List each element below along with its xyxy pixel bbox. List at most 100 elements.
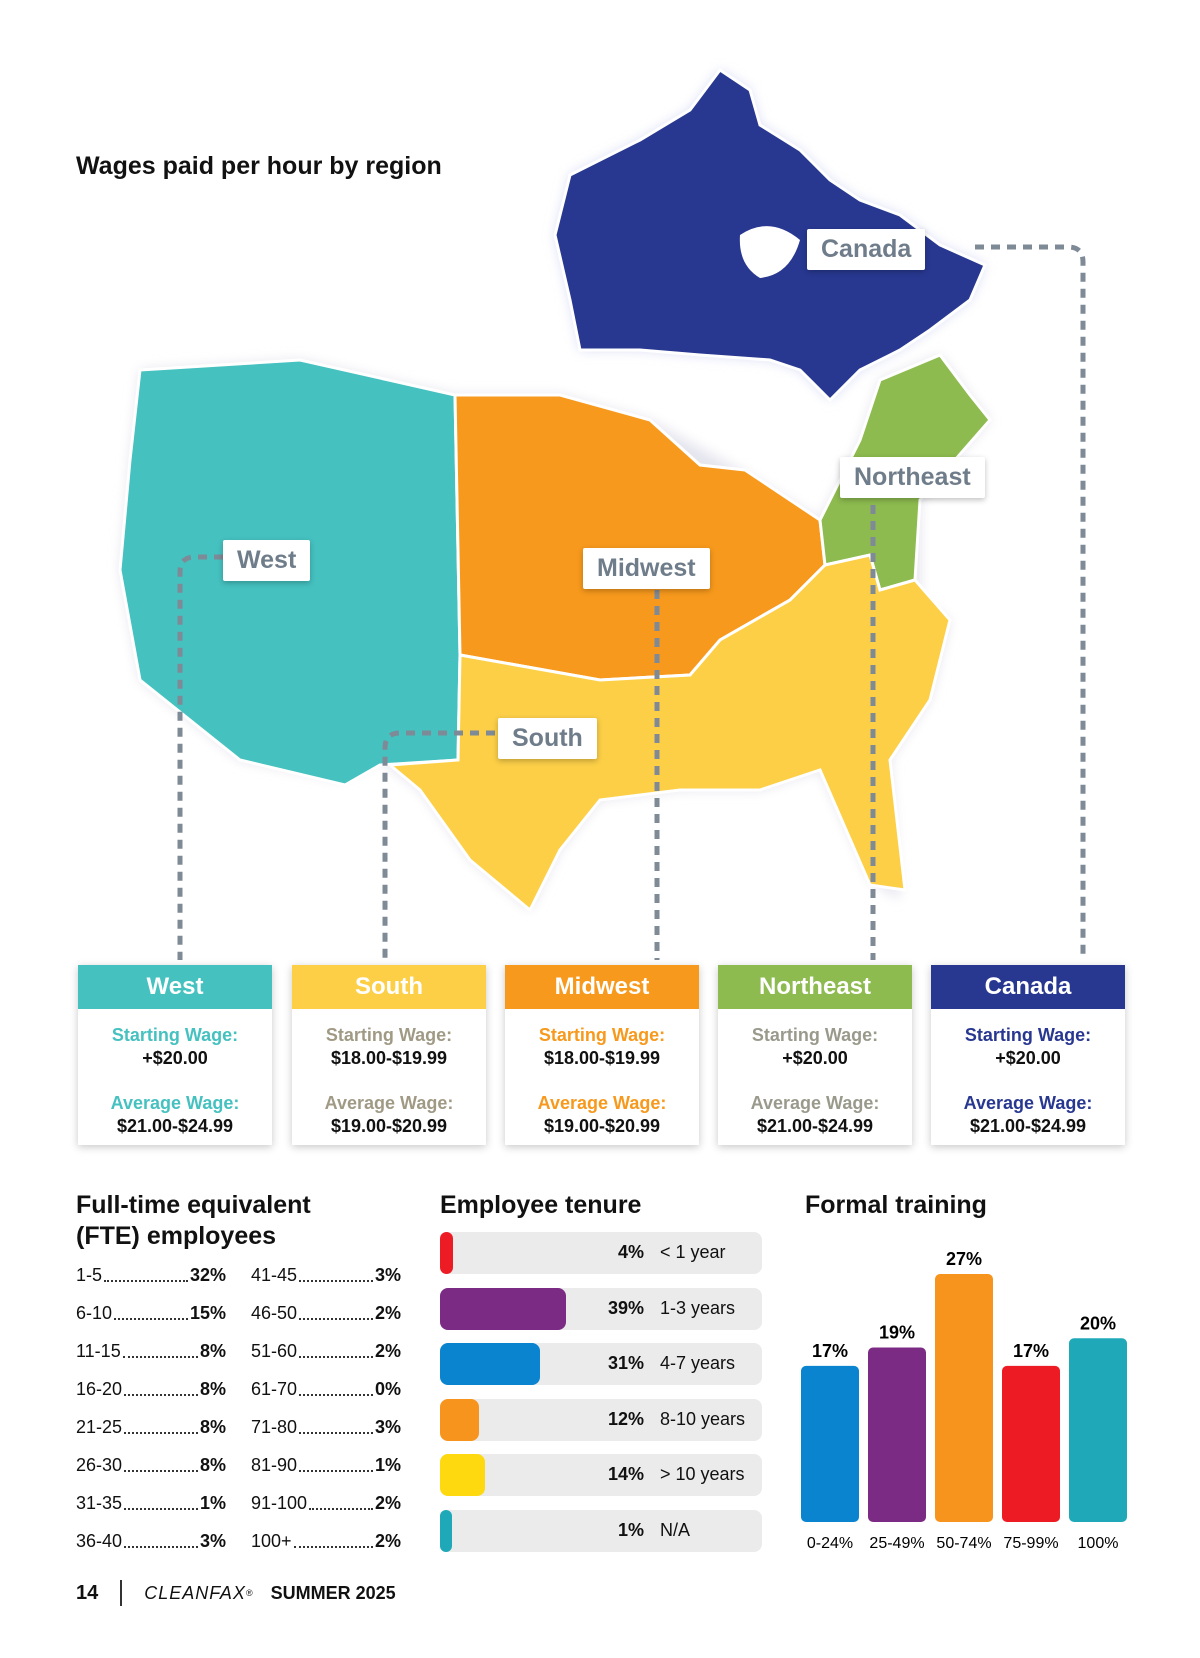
tenure-bar xyxy=(440,1287,566,1330)
fte-row: 71-80 3% xyxy=(251,1417,401,1438)
tenure-bar-track: 4% < 1 year xyxy=(440,1232,762,1274)
tenure-value-label: 4% xyxy=(617,1242,644,1262)
region-card-west: West Starting Wage: +$20.00 Average Wage: $2… xyxy=(78,965,272,1145)
trademark: ® xyxy=(245,1588,253,1598)
fte-row: 51-60 2% xyxy=(251,1341,401,1362)
map-label-west: West xyxy=(223,540,311,581)
fte-row: 16-20 8% xyxy=(76,1379,226,1400)
fte-percent: 8% xyxy=(199,1379,226,1399)
map-label-canada: Canada xyxy=(807,229,926,270)
fte-range: 1-5 xyxy=(76,1265,103,1285)
tenure-category-label: 1-3 years xyxy=(660,1297,736,1318)
tenure-value-label: 39% xyxy=(607,1297,644,1318)
fte-leader-dots xyxy=(293,1546,373,1548)
fte-percent: 2% xyxy=(374,1493,401,1513)
fte-range: 21-25 xyxy=(76,1417,123,1437)
map-label-northeast: Northeast xyxy=(840,457,985,498)
fte-row: 61-70 0% xyxy=(251,1379,401,1400)
region-card-header: Midwest xyxy=(505,965,699,1009)
fte-range: 26-30 xyxy=(76,1455,123,1475)
fte-leader-dots xyxy=(124,1546,198,1548)
tenure-bar xyxy=(440,1232,453,1274)
fte-percent: 15% xyxy=(189,1303,226,1323)
average-wage-label: Average Wage: xyxy=(324,1093,454,1113)
magazine-name: CLEANFAX xyxy=(144,1582,246,1603)
tenure-bar-track: 31% 4-7 years xyxy=(440,1343,762,1385)
training-value-label: 17% xyxy=(812,1341,848,1361)
fte-range: 61-70 xyxy=(251,1379,298,1399)
starting-wage-label: Starting Wage: xyxy=(964,1025,1092,1045)
training-bar xyxy=(868,1347,926,1522)
fte-row: 46-50 2% xyxy=(251,1303,401,1324)
fte-percent: 1% xyxy=(374,1455,401,1475)
tenure-category-label: 4-7 years xyxy=(660,1353,736,1373)
west-connector xyxy=(177,554,223,960)
average-wage-label: Average Wage: xyxy=(963,1093,1093,1113)
fte-row: 100+ 2% xyxy=(251,1531,401,1552)
fte-title: Full-time equivalent (FTE) employees xyxy=(76,1190,311,1252)
region-card-canada: Canada Starting Wage: +$20.00 Average Wage:… xyxy=(931,965,1125,1145)
tenure-bar xyxy=(440,1398,479,1441)
starting-wage-value: $18.00-$19.99 xyxy=(543,1048,661,1068)
fte-percent: 0% xyxy=(374,1379,401,1399)
fte-leader-dots xyxy=(299,1318,373,1320)
fte-leader-dots xyxy=(299,1470,373,1472)
region-card-midwest: Midwest Starting Wage: $18.00-$19.99 Averag… xyxy=(505,965,699,1145)
training-value-label: 27% xyxy=(946,1249,982,1269)
training-bar xyxy=(935,1274,993,1522)
region-card-header: South xyxy=(292,965,486,1009)
average-wage-label: Average Wage: xyxy=(110,1093,240,1113)
training-value-label: 20% xyxy=(1080,1313,1116,1333)
fte-leader-dots xyxy=(124,1508,198,1510)
starting-wage-value: +$20.00 xyxy=(995,1048,1061,1068)
fte-range: 91-100 xyxy=(251,1493,308,1513)
tenure-title: Employee tenure xyxy=(440,1191,642,1219)
region-card-northeast: Northeast Starting Wage: +$20.00 Average Wa… xyxy=(718,965,912,1145)
fte-leader-dots xyxy=(104,1280,188,1282)
fte-title-line1: Full-time equivalent xyxy=(76,1191,311,1219)
region-card-header: West xyxy=(78,965,272,1009)
fte-row: 31-35 1% xyxy=(76,1493,226,1514)
fte-leader-dots xyxy=(299,1394,373,1396)
fte-range: 41-45 xyxy=(251,1265,298,1285)
training-value-label: 17% xyxy=(1013,1341,1049,1361)
average-wage-value: $21.00-$24.99 xyxy=(969,1116,1087,1136)
average-wage-label: Average Wage: xyxy=(750,1093,880,1113)
tenure-value-label: 31% xyxy=(607,1353,644,1373)
fte-leader-dots xyxy=(309,1508,373,1510)
map-title: Wages paid per hour by region xyxy=(76,152,442,180)
fte-leader-dots xyxy=(299,1356,373,1358)
fte-range: 81-90 xyxy=(251,1455,298,1475)
fte-percent: 3% xyxy=(374,1265,401,1285)
training-bar xyxy=(801,1365,859,1522)
tenure-bar xyxy=(440,1343,540,1385)
issue: SUMMER 2025 xyxy=(270,1582,396,1603)
fte-row: 36-40 3% xyxy=(76,1531,226,1552)
training-bar xyxy=(1002,1365,1060,1522)
tenure-bar-track: 12% 8-10 years xyxy=(440,1398,762,1441)
fte-range: 6-10 xyxy=(76,1303,113,1323)
starting-wage-value: $18.00-$19.99 xyxy=(330,1048,448,1068)
map-label-south: South xyxy=(498,718,597,759)
tenure-bar xyxy=(440,1454,486,1496)
fte-row: 21-25 8% xyxy=(76,1417,226,1438)
training-category-label: 50-74% xyxy=(936,1535,991,1552)
fte-row: 41-45 3% xyxy=(251,1265,401,1286)
average-wage-value: $19.00-$20.99 xyxy=(330,1116,448,1136)
training-category-label: 75-99% xyxy=(1003,1535,1058,1552)
tenure-value-label: 14% xyxy=(607,1464,644,1484)
region-map xyxy=(120,67,1086,960)
canada-shape xyxy=(553,67,987,403)
fte-row: 26-30 8% xyxy=(76,1455,226,1476)
tenure-category-label: < 1 year xyxy=(660,1242,726,1262)
average-wage-value: $21.00-$24.99 xyxy=(116,1116,234,1136)
starting-wage-value: +$20.00 xyxy=(142,1048,208,1068)
tenure-bar-track: 1% N/A xyxy=(440,1509,762,1552)
fte-percent: 1% xyxy=(199,1493,226,1513)
average-wage-value: $21.00-$24.99 xyxy=(756,1116,874,1136)
footer-divider xyxy=(120,1580,123,1606)
training-bar xyxy=(1069,1338,1127,1522)
training-category-label: 25-49% xyxy=(869,1535,924,1552)
fte-row: 91-100 2% xyxy=(251,1493,401,1514)
fte-percent: 8% xyxy=(199,1341,226,1361)
